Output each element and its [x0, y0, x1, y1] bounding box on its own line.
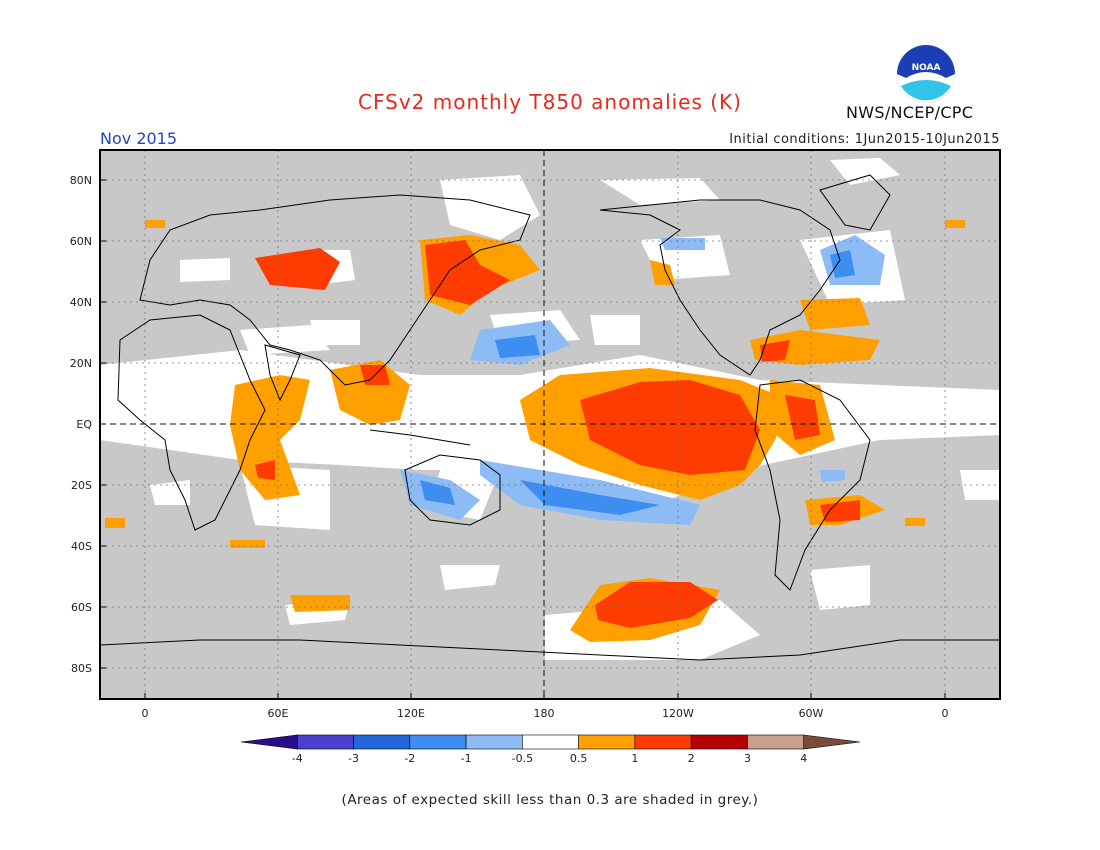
forecast-month: Nov 2015 [100, 129, 178, 148]
legend-swatch [240, 734, 298, 750]
lat-label: 60N [70, 235, 92, 248]
initial-conditions: Initial conditions: 1Jun2015-10Jun2015 [729, 132, 1000, 147]
legend-swatch [296, 734, 354, 750]
lat-label: 40S [71, 540, 92, 553]
lat-label: 60S [71, 601, 92, 614]
lon-label: 120E [397, 707, 425, 720]
legend-tick-label: 0.5 [570, 752, 588, 765]
reference-lines [100, 150, 1000, 699]
legend-tick-label: 3 [744, 752, 751, 765]
legend-tick-label: 1 [631, 752, 638, 765]
logo-text: NOAA [912, 63, 941, 73]
lon-label: 60W [799, 707, 824, 720]
legend-tick-label: -4 [292, 752, 303, 765]
lat-label: 20S [71, 479, 92, 492]
legend-swatch [634, 734, 692, 750]
legend-swatch [578, 734, 636, 750]
legend-swatch [409, 734, 467, 750]
legend-tick-label: -3 [348, 752, 359, 765]
lon-label: 0 [942, 707, 949, 720]
lon-label: 120W [662, 707, 694, 720]
legend-swatch [747, 734, 805, 750]
footnote: (Areas of expected skill less than 0.3 a… [341, 792, 759, 808]
lon-label: 180 [534, 707, 555, 720]
lat-label: 80N [70, 174, 92, 187]
legend-swatch [465, 734, 523, 750]
lat-label: EQ [76, 418, 92, 431]
legend-tick-label: 4 [800, 752, 807, 765]
legend-swatch [690, 734, 748, 750]
legend-tick-label: -1 [461, 752, 472, 765]
legend-swatch [353, 734, 411, 750]
legend-tick-label: 2 [688, 752, 695, 765]
lon-label: 60E [268, 707, 289, 720]
color-legend [240, 734, 861, 750]
gridlines [100, 150, 1000, 699]
lat-label: 40N [70, 296, 92, 309]
legend-tick-label: -0.5 [512, 752, 533, 765]
legend-labels: -4 -3 -2 -1 -0.5 0.5 1 2 3 4 [292, 752, 807, 765]
coastlines [100, 174, 1000, 661]
lat-label: 20N [70, 357, 92, 370]
map-title: CFSv2 monthly T850 anomalies (K) [358, 90, 742, 114]
agency-label: NWS/NCEP/CPC [846, 103, 974, 122]
legend-swatch [522, 734, 579, 750]
legend-swatch [803, 734, 861, 750]
noaa-logo: NOAA [897, 45, 955, 103]
lon-label: 0 [142, 707, 149, 720]
positive-anomalies [105, 220, 965, 642]
lat-label: 80S [71, 662, 92, 675]
legend-tick-label: -2 [404, 752, 415, 765]
